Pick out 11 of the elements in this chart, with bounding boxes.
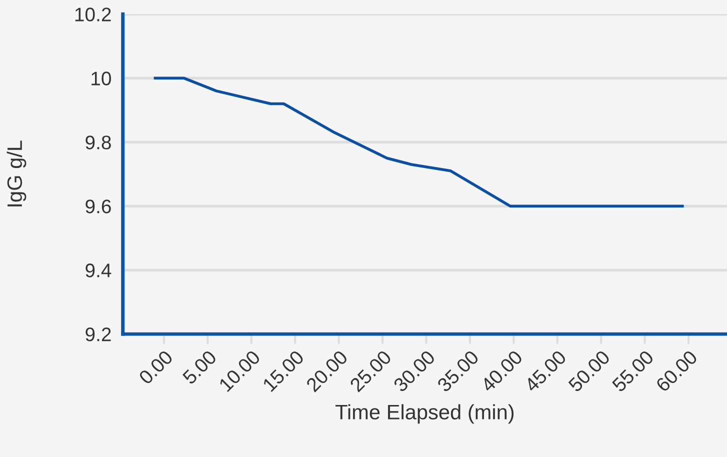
y-tick-label: 9.8 — [86, 136, 111, 150]
line-series — [154, 76, 684, 208]
x-tick-label: 0.00 — [138, 350, 174, 385]
y-tick-label: 9.2 — [86, 328, 111, 342]
y-tick-label: 10 — [92, 72, 111, 86]
x-tick-label: 5.00 — [182, 350, 218, 385]
x-axis-title: Time Elapsed (min) — [335, 404, 514, 424]
y-tick-label: 9.4 — [86, 264, 112, 278]
y-tick-label: 9.6 — [86, 200, 111, 214]
y-tick-label: 10.2 — [75, 8, 111, 22]
y-axis-title: IgG g/L — [6, 140, 26, 206]
